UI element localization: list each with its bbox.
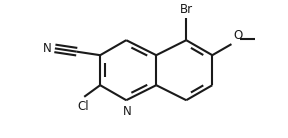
Text: N: N (123, 105, 131, 118)
Text: N: N (43, 42, 52, 55)
Text: O: O (234, 29, 243, 42)
Text: Cl: Cl (77, 99, 89, 113)
Text: Br: Br (180, 3, 193, 17)
